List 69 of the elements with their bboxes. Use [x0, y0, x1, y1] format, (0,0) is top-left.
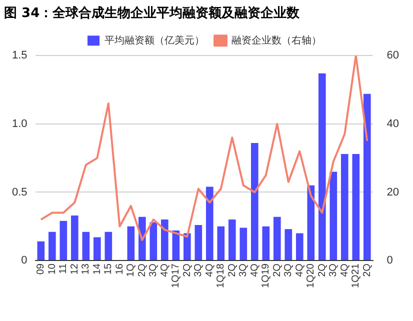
bar	[206, 186, 214, 260]
x-tick-label: 1Q19	[260, 263, 272, 288]
x-tick-label: 2Q	[136, 263, 148, 277]
x-tick-label: 2Q	[316, 263, 328, 277]
x-tick-label: 2Q	[362, 263, 373, 277]
y-tick-label: 0	[21, 254, 28, 267]
y2-tick-label: 20	[386, 186, 400, 198]
x-tick-label: 09	[36, 263, 47, 275]
x-tick-label: 3Q	[238, 263, 250, 277]
bar	[104, 232, 112, 260]
bar	[127, 226, 135, 260]
bar	[340, 154, 348, 260]
legend-label: 融资企业数（右轴）	[232, 34, 322, 46]
bar	[284, 229, 292, 260]
x-tick-label: 2Q	[226, 263, 238, 277]
y2-tick-label: 60	[386, 50, 400, 62]
y2-tick-label: 40	[386, 118, 400, 130]
bar	[184, 233, 191, 260]
bar	[352, 154, 360, 260]
x-tick-label: 1Q21	[350, 263, 362, 288]
bar	[94, 237, 101, 260]
chart-title: 图 34：全球合成生物企业平均融资额及融资企业数	[4, 5, 301, 22]
bar	[217, 226, 225, 260]
x-tick-label: 3Q	[193, 263, 204, 277]
x-tick-label: 2Q	[272, 263, 283, 277]
bar	[307, 185, 315, 260]
x-tick-label: 16	[114, 263, 126, 275]
bar	[228, 220, 236, 260]
bar	[262, 226, 270, 260]
x-tick-label: 4Q	[159, 263, 170, 277]
bar	[82, 232, 90, 260]
bar	[250, 143, 258, 260]
bar	[330, 172, 338, 260]
bar	[60, 220, 68, 260]
y-tick-label: 1.5	[12, 50, 28, 62]
y-tick-label: 1.0	[12, 118, 28, 130]
x-tick-label: 3Q	[148, 263, 160, 277]
x-tick-label: 15	[103, 263, 114, 275]
x-tick-label: 10	[46, 263, 58, 275]
legend-label: 平均融资额（亿美元）	[104, 34, 204, 46]
bar	[172, 230, 180, 260]
bar	[318, 73, 326, 260]
x-tick-label: 4Q	[294, 263, 306, 277]
bar	[161, 220, 168, 260]
bar	[71, 215, 78, 260]
y2-tick-label: 0	[386, 254, 393, 267]
x-tick-label: 1Q18	[216, 263, 227, 288]
x-tick-label: 11	[58, 263, 70, 274]
y-tick-label: 0.5	[12, 186, 28, 198]
x-tick-label: 4Q	[249, 263, 260, 277]
x-tick-label: 3Q	[328, 263, 340, 277]
bar	[37, 241, 45, 260]
x-tick-label: 14	[92, 263, 103, 275]
x-tick-label: 13	[80, 263, 92, 275]
x-tick-label: 2Q	[182, 263, 193, 277]
bar	[296, 233, 304, 260]
x-tick-label: 4Q	[204, 263, 216, 277]
bar	[273, 216, 281, 260]
bar	[363, 94, 371, 260]
bar	[240, 228, 248, 260]
x-tick-label: 12	[69, 263, 80, 275]
x-tick-label: 4Q	[339, 263, 350, 277]
bar	[48, 232, 56, 260]
bar	[150, 222, 158, 260]
x-tick-label: 3Q	[283, 263, 294, 277]
x-tick-label: 1Q20	[306, 263, 317, 288]
x-tick-label: 1Q	[126, 263, 137, 277]
x-tick-label: 1Q17	[170, 263, 182, 288]
bar	[194, 225, 202, 260]
